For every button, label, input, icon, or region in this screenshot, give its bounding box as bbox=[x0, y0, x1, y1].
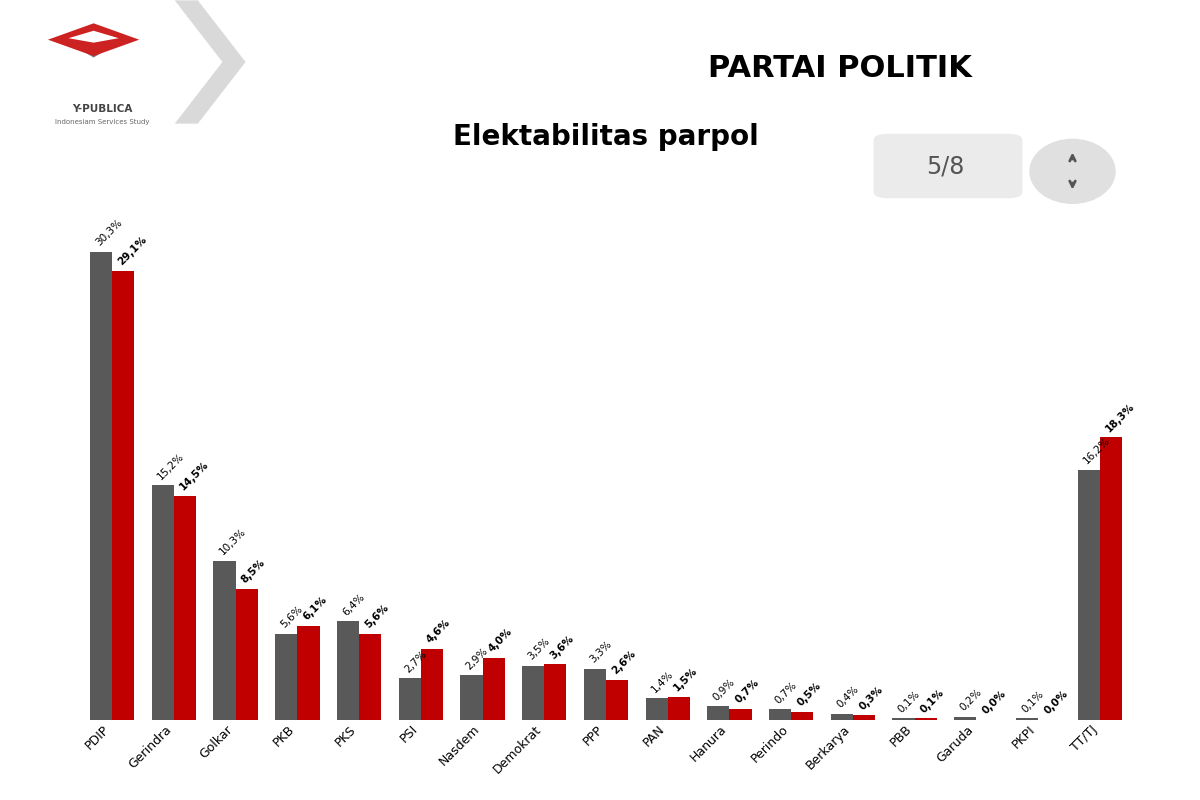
Text: 5,6%: 5,6% bbox=[280, 604, 305, 630]
Text: 6,1%: 6,1% bbox=[301, 594, 329, 622]
Bar bbox=[1100, 438, 1122, 720]
Bar bbox=[545, 664, 566, 720]
Bar bbox=[235, 589, 258, 720]
Bar bbox=[151, 486, 174, 720]
Text: 4,0%: 4,0% bbox=[486, 626, 515, 654]
Text: 29,1%: 29,1% bbox=[116, 234, 149, 266]
Bar bbox=[583, 669, 606, 720]
Text: 0,1%: 0,1% bbox=[919, 687, 947, 714]
Text: 8,5%: 8,5% bbox=[240, 558, 268, 585]
Text: 0,9%: 0,9% bbox=[712, 677, 737, 702]
Text: 5,6%: 5,6% bbox=[364, 602, 391, 630]
Bar bbox=[112, 270, 134, 720]
Text: 0,7%: 0,7% bbox=[733, 678, 761, 706]
Text: 0,7%: 0,7% bbox=[773, 680, 799, 706]
Bar bbox=[461, 675, 482, 720]
Text: 4,6%: 4,6% bbox=[425, 618, 452, 645]
Text: 0,4%: 0,4% bbox=[835, 684, 860, 710]
Bar bbox=[482, 658, 505, 720]
Bar bbox=[337, 621, 359, 720]
Text: 2,9%: 2,9% bbox=[464, 646, 490, 671]
Text: 6,4%: 6,4% bbox=[341, 591, 367, 618]
Text: 1,5%: 1,5% bbox=[672, 666, 700, 693]
Bar bbox=[275, 634, 298, 720]
Bar bbox=[893, 718, 914, 720]
Bar bbox=[398, 678, 421, 720]
Bar bbox=[298, 626, 319, 720]
Circle shape bbox=[1030, 138, 1116, 204]
Polygon shape bbox=[68, 30, 119, 42]
Text: 3,5%: 3,5% bbox=[526, 636, 552, 662]
Bar bbox=[954, 717, 977, 720]
Bar bbox=[90, 252, 112, 720]
Text: 18,3%: 18,3% bbox=[1104, 401, 1136, 434]
Text: 30,3%: 30,3% bbox=[94, 218, 125, 248]
Bar bbox=[914, 718, 937, 720]
Bar bbox=[214, 561, 235, 720]
Bar bbox=[769, 709, 791, 720]
Bar bbox=[1078, 470, 1100, 720]
Text: PARTAI POLITIK: PARTAI POLITIK bbox=[708, 54, 972, 82]
Bar bbox=[606, 680, 629, 720]
Text: 0,2%: 0,2% bbox=[959, 687, 984, 713]
Text: 16,2%: 16,2% bbox=[1081, 435, 1112, 466]
Polygon shape bbox=[174, 0, 246, 124]
Polygon shape bbox=[48, 23, 139, 56]
Bar bbox=[707, 706, 730, 720]
Text: 10,3%: 10,3% bbox=[217, 526, 248, 557]
Text: Indonesiam Services Study: Indonesiam Services Study bbox=[55, 118, 149, 125]
Bar bbox=[646, 698, 667, 720]
Bar bbox=[667, 697, 690, 720]
Text: Y-PUBLICA: Y-PUBLICA bbox=[72, 104, 132, 114]
Text: 2,7%: 2,7% bbox=[403, 649, 428, 674]
Text: 2,6%: 2,6% bbox=[610, 649, 637, 676]
Text: 3,3%: 3,3% bbox=[588, 639, 613, 665]
Text: 14,5%: 14,5% bbox=[178, 459, 211, 492]
Text: 0,1%: 0,1% bbox=[1020, 689, 1045, 714]
Text: 0,0%: 0,0% bbox=[980, 689, 1008, 716]
Bar bbox=[853, 715, 875, 720]
Bar bbox=[421, 649, 443, 720]
Polygon shape bbox=[66, 41, 121, 58]
Bar bbox=[830, 714, 853, 720]
FancyBboxPatch shape bbox=[874, 134, 1022, 198]
Text: 0,0%: 0,0% bbox=[1042, 689, 1069, 716]
Text: 3,6%: 3,6% bbox=[548, 633, 576, 661]
Text: 1,4%: 1,4% bbox=[649, 669, 676, 694]
Bar bbox=[174, 496, 196, 720]
Bar bbox=[791, 712, 814, 720]
Bar bbox=[730, 709, 751, 720]
Text: 0,1%: 0,1% bbox=[896, 689, 923, 714]
Bar bbox=[1016, 718, 1038, 720]
Title: Elektabilitas parpol: Elektabilitas parpol bbox=[454, 122, 758, 150]
Text: 0,5%: 0,5% bbox=[796, 681, 823, 709]
Text: 5/8: 5/8 bbox=[926, 154, 965, 178]
Bar bbox=[359, 634, 382, 720]
Text: 15,2%: 15,2% bbox=[156, 451, 186, 482]
Bar bbox=[522, 666, 545, 720]
Text: 0,3%: 0,3% bbox=[857, 684, 884, 711]
